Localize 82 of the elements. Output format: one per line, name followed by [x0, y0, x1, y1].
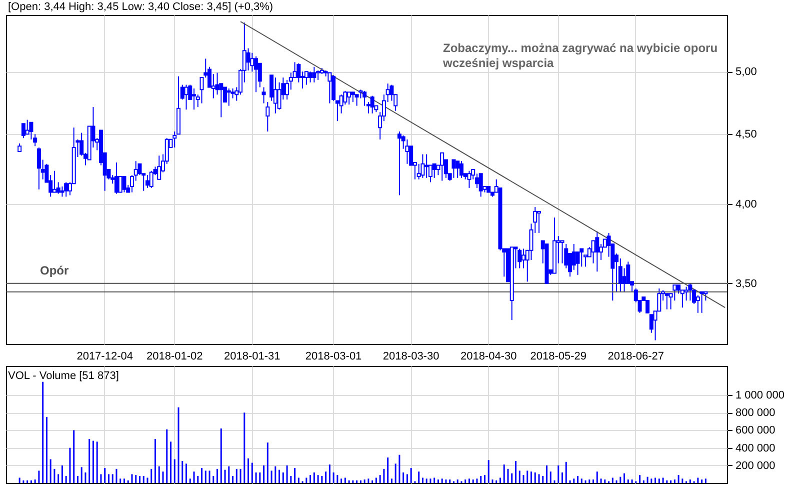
- y-tick-label: 400 000: [736, 442, 776, 454]
- candlestick: [254, 56, 258, 93]
- candlestick: [114, 162, 118, 194]
- candlestick: [60, 186, 64, 198]
- candlestick: [266, 102, 270, 132]
- candlestick: [52, 170, 56, 193]
- candlestick: [262, 86, 266, 104]
- x-tick-label: 2017-12-04: [76, 350, 133, 362]
- candlestick: [21, 123, 26, 139]
- y-tick-label: 4,50: [736, 128, 757, 141]
- candlestick: [646, 300, 650, 314]
- candlestick: [459, 160, 464, 178]
- ref-line-label: Opór: [40, 263, 69, 278]
- x-tick-label: 2018-01-02: [146, 350, 203, 362]
- candlestick: [33, 134, 38, 147]
- x-tick-label: 2018-05-29: [530, 350, 587, 362]
- y-tick-label: 600 000: [736, 424, 776, 437]
- x-tick-label: 2018-04-30: [460, 350, 517, 362]
- candlestick: [688, 282, 692, 302]
- y-tick-label: 4,00: [736, 198, 757, 211]
- x-tick-label: 2018-01-31: [224, 350, 280, 362]
- candlestick: [564, 243, 568, 269]
- candlestick: [478, 173, 483, 198]
- candlestick: [149, 170, 154, 188]
- candlestick: [36, 146, 41, 190]
- x-tick-label: 2018-03-30: [382, 350, 440, 362]
- candlestick: [246, 48, 250, 71]
- candlestick: [576, 251, 580, 276]
- candlestick: [664, 293, 669, 310]
- candlestick: [452, 159, 456, 178]
- candlestick: [316, 70, 320, 80]
- candlestick: [672, 284, 677, 302]
- candlestick: [521, 248, 526, 269]
- candlestick: [304, 71, 308, 86]
- candlestick: [250, 52, 254, 72]
- candlestick: [536, 211, 541, 234]
- candlestick: [118, 176, 122, 193]
- chart-title: [Open: 3,44 High: 3,45 Low: 3,40 Close: 3,45] (+0,3%): [8, 1, 274, 13]
- candlestick: [362, 90, 367, 106]
- candlestick: [122, 176, 126, 193]
- candlestick: [370, 95, 374, 114]
- candlestick: [184, 84, 188, 110]
- candlestick: [456, 160, 460, 178]
- chart-title: VOL - Volume [51 873]: [8, 370, 119, 382]
- candlestick: [432, 163, 436, 178]
- y-tick-label: 800 000: [736, 407, 776, 420]
- candlestick: [518, 248, 522, 269]
- candlestick: [424, 154, 429, 178]
- candlestick: [273, 77, 278, 114]
- candlestick: [440, 152, 444, 182]
- candlestick: [64, 182, 68, 198]
- candlestick: [580, 248, 584, 268]
- candlestick: [622, 268, 626, 292]
- x-tick-label: 2018-06-27: [608, 350, 664, 362]
- candlestick: [226, 88, 231, 106]
- candlestick: [192, 88, 196, 110]
- candlestick: [328, 72, 332, 104]
- candlestick: [332, 74, 336, 102]
- candlestick: [595, 230, 600, 272]
- y-tick-label: 1 000 000: [736, 390, 784, 402]
- candlestick: [397, 131, 402, 196]
- candlestick: [467, 170, 472, 188]
- candlestick: [350, 92, 355, 103]
- y-tick-label: 5,00: [736, 66, 757, 78]
- candlestick: [618, 258, 622, 292]
- candlestick: [405, 138, 410, 164]
- candlestick: [157, 155, 162, 180]
- candlestick: [474, 173, 479, 188]
- candlestick: [668, 293, 673, 310]
- x-tick-label: 2018-03-01: [305, 350, 362, 362]
- candlestick: [29, 122, 34, 140]
- candlestick: [312, 66, 316, 83]
- candlestick: [145, 174, 150, 188]
- candlestick: [277, 82, 282, 110]
- annotation: wcześniej wsparcia: [442, 56, 554, 70]
- candlestick: [420, 154, 425, 178]
- y-tick-label: 200 000: [736, 460, 776, 472]
- y-tick-label: 3,50: [736, 278, 757, 290]
- candlestick: [684, 286, 688, 302]
- candlestick: [347, 92, 352, 106]
- annotation: Zobaczymy... można zagrywać na wybicie oporu: [443, 41, 718, 55]
- candlestick: [560, 240, 564, 264]
